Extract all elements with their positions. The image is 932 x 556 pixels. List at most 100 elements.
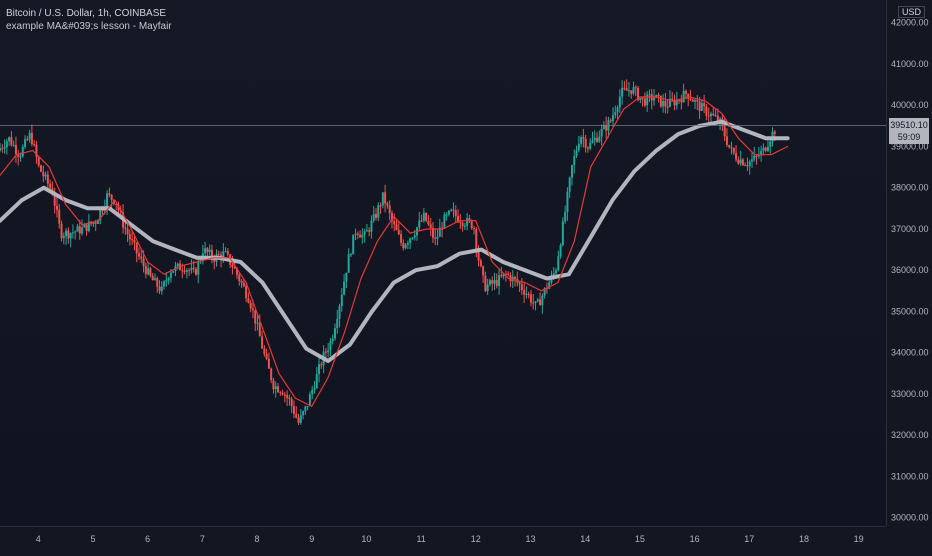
candle-body [372,214,375,221]
candle-body [265,354,268,359]
candle-body [306,405,309,407]
candle-body [596,137,599,142]
candle-body [425,212,428,221]
candle-body [375,214,378,218]
candle-body [185,270,188,272]
candle-body [525,293,528,295]
y-tick-label: 42000.00 [891,18,929,28]
candle-body [267,358,270,369]
candle-body [766,146,769,151]
candle-body [359,234,362,238]
candle-body [527,293,530,295]
candle-body [96,220,99,224]
candle-body [735,152,738,160]
candle-body [347,254,350,273]
candle-body [668,98,671,107]
candle-body [400,234,403,243]
y-tick-label: 40000.00 [891,100,929,110]
candle-body [739,159,742,164]
candle-body [541,295,544,306]
candle-body [557,256,560,271]
candle-body [559,245,562,257]
candle-body [459,221,462,223]
candle-body [210,249,213,259]
candle-body [684,90,687,94]
candle-body [272,380,275,390]
time-axis[interactable]: 4 5 6 7 8 9 10 11 12 13 14 15 16 17 18 19 [0,526,886,551]
candle-body [42,171,45,177]
x-tick-label: 10 [361,534,371,544]
candle-body [589,142,592,149]
candle-body [381,192,384,206]
candle-body [409,238,412,243]
candle-body [288,397,291,400]
candle-body [434,237,437,239]
candle-body [582,137,585,139]
currency-badge[interactable]: USD [898,6,926,18]
chart-area[interactable]: Bitcoin / U.S. Dollar, 1h, COINBASE exam… [0,0,886,526]
candle-body [206,248,209,253]
last-price-tag: 39510.10 59:09 [889,118,929,145]
candle-body [470,220,473,229]
candle-body [340,294,343,306]
slow-moving-average-line [0,119,790,363]
candle-body [133,240,136,243]
candle-body [477,248,480,261]
x-tick-label: 14 [580,534,590,544]
candle-body [151,275,154,281]
candle-body [0,148,1,151]
price-axis[interactable]: 30000.00 31000.00 32000.00 33000.00 34000.00… [886,0,932,526]
candle-body [716,115,719,122]
candle-body [1,148,4,150]
candle-body [694,100,697,102]
candle-body [600,128,603,137]
candle-body [493,280,496,284]
candle-body [472,228,475,230]
candle-body [548,282,551,289]
candle-body [46,174,49,184]
candle-body [158,286,161,292]
candle-body [126,228,129,234]
price-chart [0,79,886,425]
candle-body [762,147,765,151]
candle-body [87,221,90,231]
candle-body [5,141,8,148]
candle-body [292,406,295,415]
candle-body [156,278,159,287]
fast-moving-average-line [0,96,789,407]
candle-body [447,210,450,215]
candle-body [406,242,409,245]
candle-body [760,150,763,156]
indicator-label[interactable]: example MA&#039;s lesson - Mayfair [6,21,172,32]
candle-body [666,106,669,108]
candle-body [281,392,284,395]
symbol-title[interactable]: Bitcoin / U.S. Dollar, 1h, COINBASE [6,8,167,19]
candle-body [204,248,207,254]
candle-body [621,87,624,97]
candle-body [368,230,371,232]
candle-body [274,386,277,390]
chart-header: Bitcoin / U.S. Dollar, 1h, COINBASE exam… [6,7,172,33]
candle-body [502,273,505,277]
candle-body [356,233,359,235]
candle-body [320,364,323,366]
x-tick-label: 19 [854,534,864,544]
candle-body [773,131,776,134]
candle-body [208,249,211,253]
y-tick-label: 39000.00 [891,141,929,151]
y-tick-label: 38000.00 [891,183,929,193]
candle-body [192,267,195,269]
candle-body [730,147,733,149]
candle-body [240,280,243,283]
candle-body [397,230,400,235]
candle-body [384,192,387,204]
candle-body [555,270,558,274]
candle-body [85,224,88,231]
candle-body [115,203,118,205]
candle-body [92,222,95,224]
candle-body [302,411,305,416]
candle-body [110,194,113,200]
candle-body [543,288,546,296]
candle-body [703,103,706,107]
candle-body [732,147,735,153]
